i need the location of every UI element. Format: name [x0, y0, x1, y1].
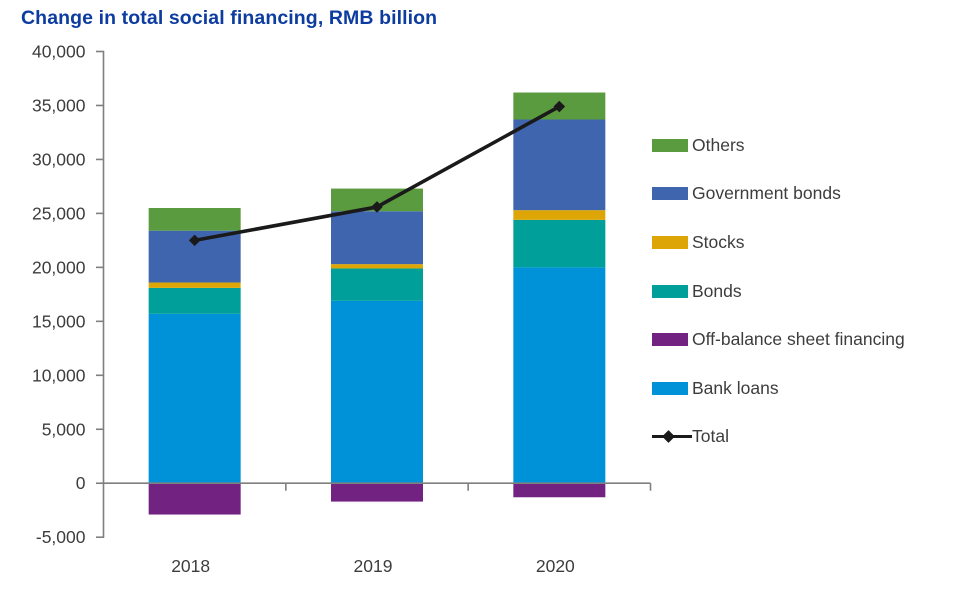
legend-label-others: Others: [692, 134, 745, 155]
bar-segment-2019-government-bonds: [331, 211, 423, 265]
y-tick-label: 25,000: [32, 203, 86, 223]
legend-swatch-government-bonds: [652, 187, 688, 201]
legend-swatch-bank-loans: [652, 381, 688, 395]
bar-segment-2020-off-balance-sheet-financing: [513, 483, 606, 498]
y-tick-label: 10,000: [32, 365, 86, 385]
y-tick-label: 0: [76, 473, 86, 493]
legend-item-off-balance-sheet-financing: Off-balance sheet financing: [652, 315, 905, 364]
y-tick-label: 35,000: [32, 95, 86, 115]
bar-segment-2018-bonds: [148, 287, 241, 314]
legend-item-bank-loans: Bank loans: [652, 364, 905, 413]
legend-swatch-off-balance-sheet-financing: [652, 333, 688, 347]
legend-swatch-bonds: [652, 284, 688, 298]
bar-segment-2020-stocks: [513, 210, 606, 220]
bar-segment-2019-off-balance-sheet-financing: [331, 483, 423, 502]
bar-segment-2020-bank-loans: [513, 267, 606, 484]
legend-label-bank-loans: Bank loans: [692, 377, 779, 398]
x-tick-label-2018: 2018: [171, 556, 210, 576]
total-marker-2020: [553, 100, 566, 113]
legend-label-bonds: Bonds: [692, 280, 742, 301]
legend-item-government-bonds: Government bonds: [652, 170, 905, 219]
bar-segment-2020-government-bonds: [513, 119, 606, 211]
bar-segment-2019-stocks: [331, 264, 423, 269]
legend-label-government-bonds: Government bonds: [692, 183, 841, 204]
chart-legend: Others Government bonds Stocks Bonds Off-bal…: [652, 121, 905, 461]
legend-swatch-others: [652, 138, 688, 152]
x-tick-label-2020: 2020: [536, 556, 575, 576]
bar-segment-2018-off-balance-sheet-financing: [148, 483, 241, 515]
legend-item-total: Total: [652, 413, 905, 462]
y-tick-label: 15,000: [32, 311, 86, 331]
bar-segment-2020-bonds: [513, 219, 606, 268]
y-tick-label: 20,000: [32, 257, 86, 277]
bar-segment-2018-others: [148, 208, 241, 231]
legend-item-others: Others: [652, 121, 905, 170]
total-marker-2019: [371, 201, 383, 213]
bar-segment-2019-bank-loans: [331, 300, 423, 484]
legend-swatch-stocks: [652, 235, 688, 249]
legend-item-bonds: Bonds: [652, 267, 905, 316]
y-tick-label: 30,000: [32, 149, 86, 169]
x-tick-label-2019: 2019: [354, 556, 393, 576]
legend-label-total: Total: [692, 426, 729, 447]
chart-title: Change in total social financing, RMB bi…: [21, 7, 438, 29]
legend-marker-diamond: [662, 430, 675, 444]
legend-label-stocks: Stocks: [692, 231, 745, 252]
legend-item-stocks: Stocks: [652, 218, 905, 267]
bar-segment-2019-bonds: [331, 268, 423, 301]
legend-line-diamond-marker: [652, 430, 692, 444]
bar-segment-2018-bank-loans: [148, 313, 241, 484]
y-tick-label: 5,000: [42, 419, 86, 439]
total-marker-2018: [188, 234, 201, 247]
legend-label-off-balance-sheet-financing: Off-balance sheet financing: [692, 329, 905, 350]
y-tick-label: -5,000: [36, 527, 86, 547]
y-tick-label: 40,000: [32, 42, 86, 62]
bar-segment-2018-stocks: [148, 282, 241, 288]
